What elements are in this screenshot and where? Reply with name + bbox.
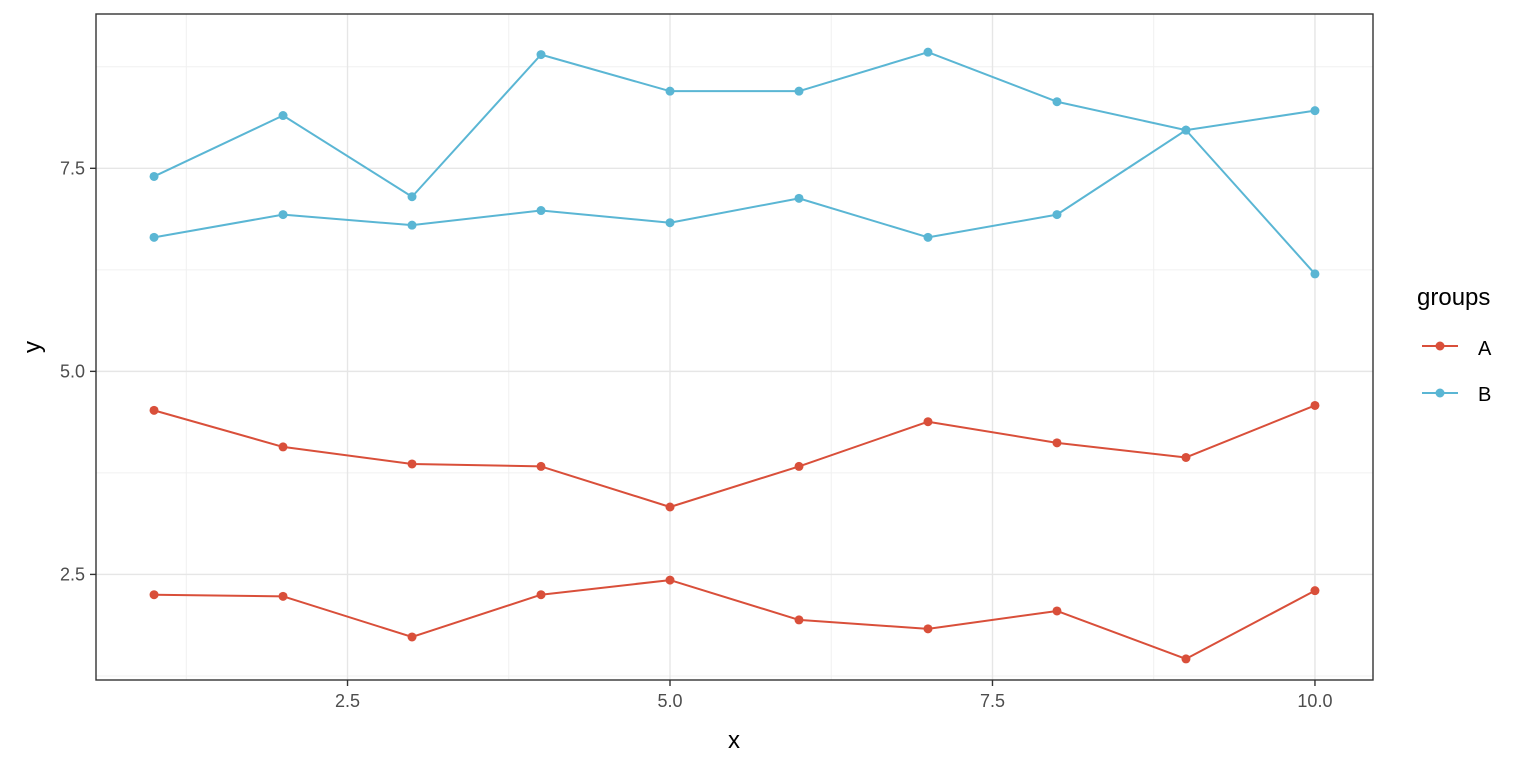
legend-key-point-b xyxy=(1435,388,1445,398)
y-tick-label: 5.0 xyxy=(60,361,85,381)
data-point xyxy=(923,624,933,634)
series-a-2 xyxy=(149,575,1320,664)
data-point xyxy=(923,232,933,242)
legend-label-a: A xyxy=(1478,338,1492,360)
data-point xyxy=(278,442,288,452)
data-point xyxy=(794,461,804,471)
data-point xyxy=(1181,125,1191,135)
series-line xyxy=(154,579,1316,660)
x-tick-label: 5.0 xyxy=(657,691,682,711)
data-point xyxy=(794,86,804,96)
data-point xyxy=(278,111,288,121)
x-tick-label: 7.5 xyxy=(980,691,1005,711)
data-point xyxy=(536,206,546,216)
data-point xyxy=(149,405,159,415)
series-line xyxy=(153,404,1316,509)
legend-title: groups xyxy=(1417,284,1490,311)
data-point xyxy=(923,47,933,57)
series-a-1 xyxy=(149,400,1320,512)
data-point xyxy=(665,575,675,585)
data-point xyxy=(149,232,159,242)
x-tick-label: 2.5 xyxy=(335,691,360,711)
data-point xyxy=(665,218,675,228)
grid-lines xyxy=(96,14,1373,680)
data-point xyxy=(794,193,804,203)
data-point xyxy=(536,50,546,60)
data-point xyxy=(1052,97,1062,107)
legend-item-a: A xyxy=(1422,338,1492,360)
legend-label-b: B xyxy=(1478,384,1491,406)
data-point xyxy=(278,591,288,601)
data-point xyxy=(923,417,933,427)
legend-item-b: B xyxy=(1422,384,1491,406)
data-point xyxy=(1181,654,1191,664)
legend: groups A B xyxy=(1417,284,1492,406)
data-point xyxy=(407,220,417,230)
data-point xyxy=(278,210,288,220)
data-point xyxy=(149,171,159,181)
data-point xyxy=(794,615,804,625)
data-point xyxy=(1310,106,1320,116)
legend-key-point-a xyxy=(1435,341,1445,351)
y-tick-label: 7.5 xyxy=(60,158,85,178)
plot-panel xyxy=(96,14,1373,680)
series-line xyxy=(153,129,1316,275)
data-point xyxy=(665,86,675,96)
x-axis-title: x xyxy=(728,727,740,754)
data-point xyxy=(1052,210,1062,220)
data-point xyxy=(1052,438,1062,448)
data-point xyxy=(1052,606,1062,616)
data-point xyxy=(407,632,417,642)
data-point xyxy=(407,459,417,469)
series-line xyxy=(153,51,1316,198)
plot-border xyxy=(95,13,1374,681)
data-point xyxy=(407,192,417,202)
data-point xyxy=(536,590,546,600)
axes: 2.5 5.0 7.5 10.0 2.5 5.0 7.5 xyxy=(60,158,1333,711)
y-axis-title: y xyxy=(19,341,46,353)
data-point xyxy=(1310,400,1320,410)
data-point xyxy=(665,502,675,512)
y-tick-label: 2.5 xyxy=(60,564,85,584)
data-point xyxy=(1181,452,1191,462)
data-series xyxy=(149,47,1320,664)
data-point xyxy=(149,590,159,600)
data-point xyxy=(1310,586,1320,596)
data-point xyxy=(536,461,546,471)
data-point xyxy=(1310,269,1320,279)
series-b-4 xyxy=(149,125,1320,279)
x-tick-label: 10.0 xyxy=(1297,691,1332,711)
